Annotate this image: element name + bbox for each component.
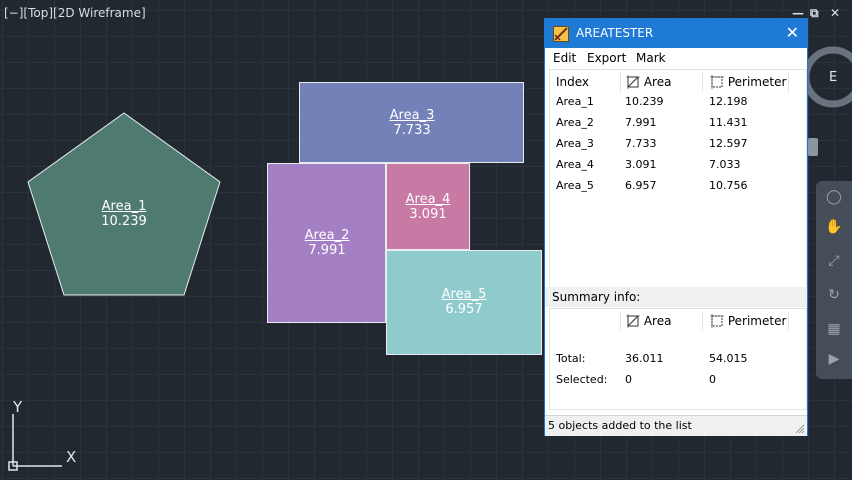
ucs-y-label: Y	[13, 398, 23, 416]
row-index: Area_3	[556, 137, 594, 150]
header-divider	[788, 311, 789, 331]
steering-wheel-icon[interactable]: ◯	[826, 189, 842, 205]
dialog-title: AREATESTER	[576, 26, 654, 40]
row-area: 6.957	[625, 179, 657, 192]
navigation-bar[interactable]: ◯ ✋ ⤢ ↻ ▦ ▶	[816, 181, 852, 379]
row-index: Area_4	[556, 158, 594, 171]
row-area: 7.991	[625, 116, 657, 129]
row-area: 7.733	[625, 137, 657, 150]
column-header-area[interactable]: Area	[626, 75, 671, 89]
status-text: 5 objects added to the list	[548, 419, 692, 432]
summary-perimeter-value: 54.015	[709, 352, 748, 365]
row-area: 3.091	[625, 158, 657, 171]
area-5-label: Area_5 6.957	[441, 287, 487, 317]
area-4-label: Area_4 3.091	[405, 192, 451, 222]
orbit-icon[interactable]: ↻	[828, 287, 840, 303]
header-divider[interactable]	[788, 72, 789, 92]
area-3-label: Area_3 7.733	[389, 108, 435, 138]
dialog-statusbar: 5 objects added to the list	[545, 415, 807, 436]
row-area: 10.239	[625, 95, 664, 108]
row-index: Area_1	[556, 95, 594, 108]
viewcube-menu-handle[interactable]	[808, 138, 818, 156]
viewport-controls-label[interactable]: [−][Top][2D Wireframe]	[4, 6, 146, 20]
restore-icon[interactable]: ⧉	[810, 6, 819, 20]
header-divider	[702, 311, 703, 331]
summary-area-value: 0	[625, 373, 632, 386]
summary-area-value: 36.011	[625, 352, 664, 365]
row-perimeter: 7.033	[709, 158, 741, 171]
summary-header-area: Area	[626, 314, 671, 328]
area-3-shape[interactable]	[299, 82, 524, 163]
header-divider	[620, 311, 621, 331]
row-perimeter: 12.198	[709, 95, 748, 108]
areatester-dialog: AREATESTER ✕ Edit Export Mark Index Area…	[544, 18, 808, 436]
summary-perimeter-value: 0	[709, 373, 716, 386]
row-perimeter: 10.756	[709, 179, 748, 192]
perimeter-column-icon	[710, 75, 724, 89]
perimeter-column-icon	[710, 314, 724, 328]
header-divider[interactable]	[702, 72, 703, 92]
area-4-shape[interactable]	[386, 163, 470, 250]
area-2-label: Area_2 7.991	[304, 228, 350, 258]
ucs-axes-icon	[8, 414, 62, 471]
area-column-icon	[626, 75, 640, 89]
summary-table: Area Perimeter Total: 36.011 54.015 Sele…	[549, 308, 807, 410]
menu-export[interactable]: Export	[587, 51, 627, 65]
area-column-icon	[626, 314, 640, 328]
summary-header: Summary info:	[545, 287, 807, 307]
summary-title: Summary info:	[552, 290, 641, 304]
row-perimeter: 11.431	[709, 116, 748, 129]
column-header-index[interactable]: Index	[556, 75, 590, 89]
dialog-titlebar[interactable]: AREATESTER ✕	[545, 19, 807, 48]
showmotion-icon[interactable]: ▦	[827, 321, 841, 337]
row-index: Area_2	[556, 116, 594, 129]
close-icon[interactable]: ✕	[830, 6, 841, 20]
navbar-play-icon[interactable]: ▶	[828, 351, 840, 367]
row-perimeter: 12.597	[709, 137, 748, 150]
header-divider[interactable]	[620, 72, 621, 92]
areatester-app-icon	[553, 26, 569, 42]
summary-header-perimeter: Perimeter	[710, 314, 786, 328]
resize-grip-icon[interactable]	[795, 424, 805, 434]
viewcube-east-label[interactable]: E	[829, 70, 838, 85]
area-5-shape[interactable]	[386, 250, 542, 355]
area-2-shape[interactable]	[267, 163, 386, 323]
area-1-shape[interactable]	[26, 112, 222, 298]
ucs-x-label: X	[66, 448, 77, 466]
menu-mark[interactable]: Mark	[636, 51, 666, 65]
row-index: Area_5	[556, 179, 594, 192]
dialog-close-icon[interactable]: ✕	[785, 23, 799, 42]
menu-edit[interactable]: Edit	[553, 51, 577, 65]
minimize-icon[interactable]: —	[792, 6, 804, 20]
column-header-perimeter[interactable]: Perimeter	[710, 75, 786, 89]
summary-label: Selected:	[556, 373, 608, 386]
objects-list[interactable]: Index Area Perimeter Area_1 10.239 12.19…	[549, 69, 807, 289]
pan-icon[interactable]: ✋	[825, 219, 843, 235]
summary-label: Total:	[556, 352, 586, 365]
dialog-menubar: Edit Export Mark	[545, 48, 807, 68]
zoom-extents-icon[interactable]: ⤢	[828, 253, 840, 269]
area-1-label: Area_1 10.239	[101, 199, 147, 229]
